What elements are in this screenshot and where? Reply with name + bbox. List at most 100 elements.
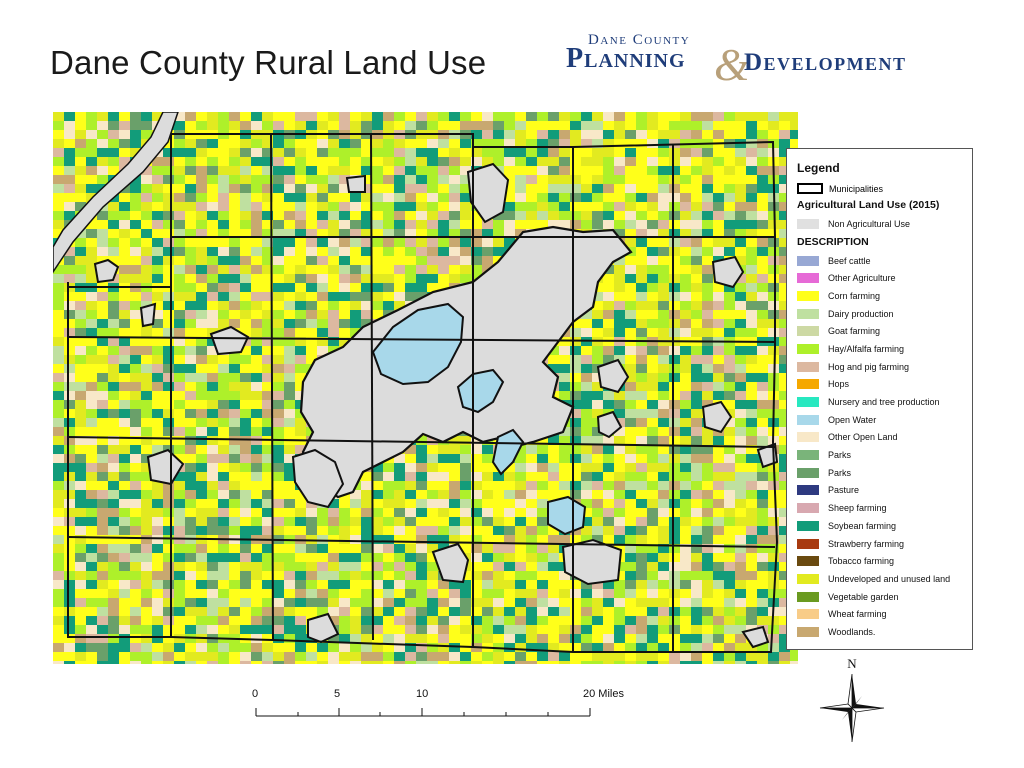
legend-row-label: Soybean farming bbox=[828, 520, 897, 531]
legend-swatch bbox=[797, 361, 819, 372]
legend-row: Other Agriculture bbox=[797, 269, 962, 287]
legend-row-label: Woodlands. bbox=[828, 626, 876, 637]
legend-row-label: Beef cattle bbox=[828, 255, 871, 266]
logo-line3: Development bbox=[744, 49, 907, 76]
legend-row-label: Vegetable garden bbox=[828, 591, 899, 602]
legend-row: Beef cattle bbox=[797, 252, 962, 270]
legend-swatch bbox=[797, 573, 819, 584]
legend-municipalities: Municipalities bbox=[797, 183, 962, 194]
legend-description-label: DESCRIPTION bbox=[797, 235, 869, 248]
legend-row: Goat farming bbox=[797, 322, 962, 340]
legend-municipalities-label: Municipalities bbox=[829, 183, 884, 194]
township-boundaries bbox=[67, 133, 779, 653]
legend-row-label: Dairy production bbox=[828, 308, 894, 319]
legend-row: Hog and pig farming bbox=[797, 358, 962, 376]
legend-row: Parks bbox=[797, 446, 962, 464]
legend-swatch bbox=[797, 326, 819, 337]
legend-row: Pasture bbox=[797, 482, 962, 500]
legend-row: Dairy production bbox=[797, 305, 962, 323]
legend-swatch bbox=[797, 379, 819, 390]
municipality-swatch bbox=[797, 183, 823, 194]
legend-swatch bbox=[797, 556, 819, 567]
legend-row-label: Open Water bbox=[828, 414, 877, 425]
legend-panel: Legend Municipalities Agricultural Land … bbox=[786, 148, 973, 650]
urban-area bbox=[299, 225, 633, 499]
legend-row: Wheat farming bbox=[797, 605, 962, 623]
legend-row: Nursery and tree production bbox=[797, 393, 962, 411]
scale-line bbox=[255, 708, 591, 717]
legend-swatch bbox=[797, 467, 819, 478]
legend-row-label: Hog and pig farming bbox=[828, 361, 910, 372]
planning-logo: Dane County Planning & Development bbox=[566, 32, 976, 92]
legend-layer-title: Agricultural Land Use (2015) bbox=[797, 199, 940, 211]
compass-star-icon bbox=[819, 673, 885, 743]
legend-swatch bbox=[797, 397, 819, 408]
legend-row-label: Goat farming bbox=[828, 326, 881, 337]
north-label: N bbox=[847, 656, 857, 671]
legend-row: Sheep farming bbox=[797, 499, 962, 517]
legend-swatch bbox=[797, 538, 819, 549]
legend-swatch bbox=[797, 591, 819, 602]
lake-mendota bbox=[371, 302, 465, 386]
legend-swatch bbox=[797, 450, 819, 461]
legend-row-label: Sheep farming bbox=[828, 503, 887, 514]
legend-row: Parks bbox=[797, 464, 962, 482]
legend-row-non-ag: Non Agricultural Use bbox=[797, 215, 962, 233]
legend-row-label: Hops bbox=[828, 379, 850, 390]
legend-items: Beef cattle Other Agriculture Corn farming… bbox=[797, 252, 962, 641]
north-arrow: N bbox=[814, 656, 890, 744]
legend-row: Soybean farming bbox=[797, 517, 962, 535]
legend-row: Corn farming bbox=[797, 287, 962, 305]
logo-line1: Dane County bbox=[588, 32, 691, 48]
legend-swatch bbox=[797, 485, 819, 496]
scale-bar: 0 5 10 20 Miles bbox=[250, 688, 630, 728]
legend-row-label: Strawberry farming bbox=[828, 538, 905, 549]
lake-monona bbox=[456, 368, 505, 414]
legend-row-label: Undeveloped and unused land bbox=[828, 573, 951, 584]
legend-row: Other Open Land bbox=[797, 429, 962, 447]
legend-swatch bbox=[797, 255, 819, 266]
lake-kegonsa bbox=[547, 495, 587, 536]
legend-swatch bbox=[797, 343, 819, 354]
legend-swatch bbox=[797, 308, 819, 319]
scale-tick-0: 0 bbox=[252, 688, 259, 700]
scale-tick-10: 10 bbox=[416, 688, 429, 700]
small-municipalities bbox=[93, 162, 779, 649]
legend-swatch bbox=[797, 218, 819, 229]
legend-row-label: Wheat farming bbox=[828, 609, 887, 620]
legend-swatch bbox=[797, 290, 819, 301]
legend-title: Legend bbox=[797, 161, 840, 175]
legend-row-label: Corn farming bbox=[828, 290, 881, 301]
legend-row: Undeveloped and unused land bbox=[797, 570, 962, 588]
legend-row: Strawberry farming bbox=[797, 535, 962, 553]
legend-row-label: Nursery and tree production bbox=[828, 397, 940, 408]
legend-row-label: Pasture bbox=[828, 485, 860, 496]
lake-waubesa bbox=[491, 428, 525, 476]
legend-swatch bbox=[797, 520, 819, 531]
legend-row: Open Water bbox=[797, 411, 962, 429]
legend-row-label: Other Open Land bbox=[828, 432, 898, 443]
land-use-map[interactable] bbox=[52, 111, 805, 664]
map-title: Dane County Rural Land Use bbox=[50, 44, 487, 81]
legend-row-label: Hay/Alfalfa farming bbox=[828, 343, 905, 354]
scale-tick-5: 5 bbox=[334, 688, 341, 700]
logo-ampersand: & bbox=[714, 39, 750, 90]
legend-row: Vegetable garden bbox=[797, 588, 962, 606]
legend-row-label: Tobacco farming bbox=[828, 556, 895, 567]
legend-swatch bbox=[797, 626, 819, 637]
legend-row: Hay/Alfalfa farming bbox=[797, 340, 962, 358]
logo-line2: Planning bbox=[566, 43, 686, 74]
legend-row-label: Non Agricultural Use bbox=[828, 218, 911, 229]
scale-tick-20: 20 Miles bbox=[583, 688, 624, 700]
legend-swatch bbox=[797, 432, 819, 443]
legend-row-label: Parks bbox=[828, 467, 852, 478]
legend-row: Tobacco farming bbox=[797, 552, 962, 570]
map-canvas bbox=[52, 111, 805, 664]
legend-swatch bbox=[797, 609, 819, 620]
legend-swatch bbox=[797, 414, 819, 425]
legend-swatch bbox=[797, 503, 819, 514]
legend-row-label: Parks bbox=[828, 450, 852, 461]
legend-row: Hops bbox=[797, 376, 962, 394]
legend-row: Woodlands. bbox=[797, 623, 962, 641]
legend-swatch bbox=[797, 273, 819, 284]
